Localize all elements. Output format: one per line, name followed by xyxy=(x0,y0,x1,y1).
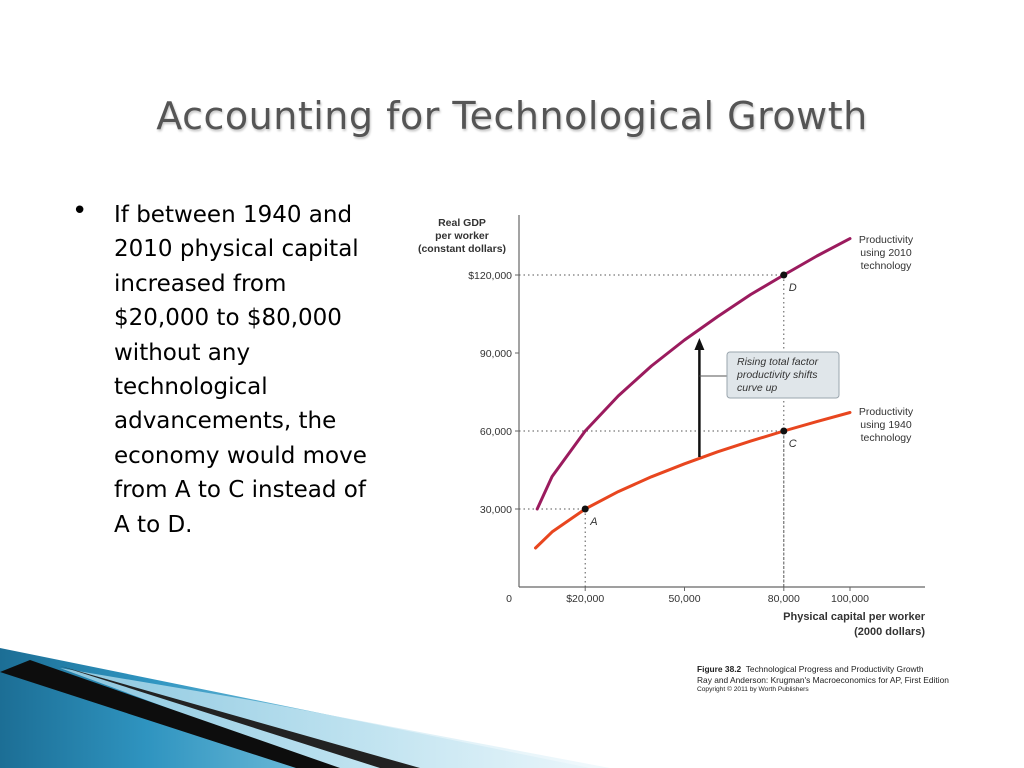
y-axis-label: Real GDP xyxy=(438,217,486,229)
series-label: technology xyxy=(861,432,913,444)
x-tick-label: 100,000 xyxy=(831,593,869,605)
figure-copyright: Copyright © 2011 by Worth Publishers xyxy=(697,686,809,693)
x-axis-label: (2000 dollars) xyxy=(854,626,925,638)
slide-title: Accounting for Technological Growth xyxy=(156,94,868,138)
annotation-text: productivity shifts xyxy=(736,369,818,381)
shift-arrowhead xyxy=(694,338,705,350)
y-axis-label: (constant dollars) xyxy=(418,243,506,255)
figure-number: Figure 38.2 xyxy=(697,664,742,674)
series-label: technology xyxy=(861,260,913,272)
y-tick-label: 60,000 xyxy=(480,426,512,438)
point-label-d: D xyxy=(789,282,797,294)
bullet-marker: • xyxy=(72,196,88,226)
point-c xyxy=(780,427,788,435)
point-label-a: A xyxy=(589,516,597,528)
series-label: using 2010 xyxy=(860,247,912,259)
figure-title: Technological Progress and Productivity … xyxy=(745,664,924,674)
point-a xyxy=(581,505,589,513)
annotation-box xyxy=(726,351,840,399)
series-label: Productivity xyxy=(859,234,914,246)
x-tick-label: $20,000 xyxy=(566,593,604,605)
bullet-text: If between 1940 and 2010 physical capita… xyxy=(114,202,367,538)
y-tick-label: 30,000 xyxy=(480,504,512,516)
annotation-text: Rising total factor xyxy=(737,356,819,368)
point-d xyxy=(780,271,788,279)
x-tick-label: 50,000 xyxy=(668,593,700,605)
y-tick-label: 90,000 xyxy=(480,348,512,360)
figure-caption: Figure 38.2 Technological Progress and P… xyxy=(697,664,1017,696)
point-label-c: C xyxy=(789,438,797,450)
figure-source: Ray and Anderson: Krugman's Macroeconomi… xyxy=(697,674,949,685)
y-axis-label: per worker xyxy=(435,230,489,242)
series-label: Productivity xyxy=(859,406,914,418)
x-tick-label: 80,000 xyxy=(768,593,800,605)
x-tick-label: 0 xyxy=(506,593,512,605)
annotation-text: curve up xyxy=(737,382,777,394)
series-label: using 1940 xyxy=(860,419,912,431)
curve-2010-technology xyxy=(535,237,852,511)
x-axis-label: Physical capital per worker xyxy=(783,611,926,623)
curve-1940-technology xyxy=(534,411,852,550)
y-tick-label: $120,000 xyxy=(468,270,512,282)
